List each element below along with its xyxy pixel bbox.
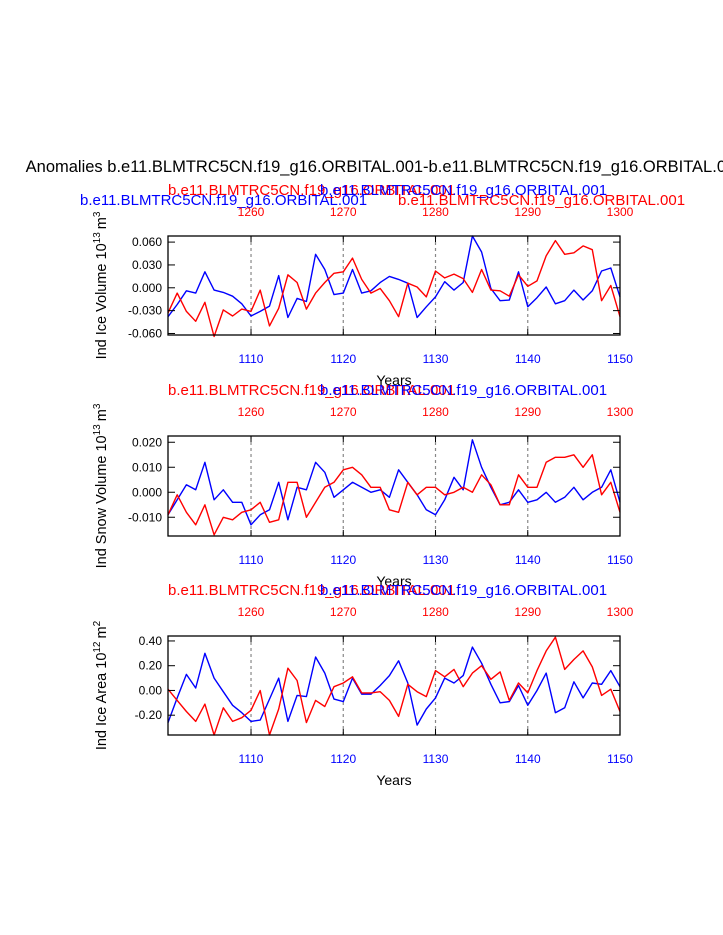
panel-title-blue: b.e11.BLMTRC5CN.f19_g16.ORBITAL.001 [320,382,607,399]
panel-title-blue: b.e11.BLMTRC5CN.f19_g16.ORBITAL.001 [320,182,607,199]
series-line-blue [167,646,621,726]
panel-1: 0.060 0.030 0.000 -0.030 -0.060 1110 1120 1130 1… [92,182,634,388]
series-line-red [167,636,621,736]
y-tick-label: 0.40 [139,634,163,648]
x-tick-label-top: 1260 [238,405,265,419]
x-tick-label-top: 1260 [238,205,265,219]
y-axis-label-main: Ind Ice Volume 10 [94,243,110,359]
y-tick-label: 0.060 [132,235,162,249]
x-tick-label-bottom: 1130 [423,352,449,366]
series-line-blue [167,439,621,526]
y-axis-label: Ind Snow Volume 1013 m3 [92,403,110,568]
plot-frame [167,235,621,336]
x-tick-label-bottom: 1130 [423,752,449,766]
header-label-red: b.e11.BLMTRC5CN.f19_g16.ORBITAL.001 [398,192,685,209]
y-axis-label-main: Ind Snow Volume 10 [94,435,110,568]
x-tick-label-bottom: 1120 [330,553,356,567]
x-tick-label-bottom: 1120 [330,352,356,366]
series-line-red [167,239,621,338]
y-axis-label-exponent: 13 [92,424,103,436]
series-line-blue [167,235,621,319]
y-tick-label: 0.030 [132,258,162,272]
y-tick-label: 0.000 [132,485,162,499]
y-axis-label-exponent: 12 [92,641,103,653]
x-tick-label-bottom: 1130 [423,553,449,567]
y-tick-label: 0.00 [139,683,163,697]
y-axis-label-unit-exponent: 3 [92,211,103,217]
x-tick-label-top: 1290 [514,205,541,219]
y-tick-label: -0.20 [135,708,163,722]
y-axis-label-unit: m [94,217,110,229]
plot-frame [167,635,621,736]
y-tick-label: 0.020 [132,435,162,449]
y-tick-label: 0.010 [132,460,162,474]
x-axis-label: Years [376,573,411,589]
x-tick-label-top: 1280 [422,405,449,419]
series-line-red [167,454,621,536]
y-axis-label-exponent: 13 [92,232,103,244]
y-tick-label: -0.030 [128,304,162,318]
y-axis-label-unit-exponent: 3 [92,403,103,409]
x-tick-label-top: 1280 [422,605,449,619]
y-tick-label: -0.060 [128,326,162,340]
x-tick-label-bottom: 1150 [607,553,633,567]
panel-2: 0.020 0.010 0.000 -0.010 1110 1120 1130 1140 115… [92,382,634,589]
x-tick-label-bottom: 1150 [607,352,633,366]
y-axis-label-main: Ind Ice Area 10 [94,653,110,751]
y-tick-label: -0.010 [128,510,162,524]
panel-title-blue: b.e11.BLMTRC5CN.f19_g16.ORBITAL.001 [320,582,607,599]
x-tick-label-bottom: 1150 [607,752,633,766]
x-tick-label-bottom: 1140 [515,352,541,366]
y-axis-label: Ind Ice Area 1012 m2 [92,620,110,750]
panel-title-red: b.e11.BLMTRC5CN.f19_g16.ORBITAL.001 [168,382,455,399]
x-tick-label-top: 1260 [238,605,265,619]
y-tick-label: 0.20 [139,659,163,673]
x-tick-label-bottom: 1110 [239,553,264,567]
x-tick-label-bottom: 1110 [239,752,264,766]
x-tick-label-top: 1270 [330,405,357,419]
panel-title-red: b.e11.BLMTRC5CN.f19_g16.ORBITAL.001 [168,582,455,599]
x-tick-label-bottom: 1120 [330,752,356,766]
x-axis-label: Years [376,372,411,388]
x-axis-label: Years [376,772,411,788]
y-axis-label: Ind Ice Volume 1013 m3 [92,211,110,359]
panel-title-red: b.e11.BLMTRC5CN.f19_g16.ORBITAL.001 [168,182,455,199]
x-tick-label-bottom: 1140 [515,553,541,567]
x-tick-label-bottom: 1110 [239,352,264,366]
y-axis-label-unit: m [94,626,110,638]
x-tick-label-bottom: 1140 [515,752,541,766]
x-tick-label-top: 1300 [607,605,634,619]
x-tick-label-top: 1300 [607,405,634,419]
y-axis-label-unit: m [94,409,110,421]
y-tick-label: 0.000 [132,281,162,295]
y-axis-label-unit-exponent: 2 [92,620,103,626]
x-tick-label-top: 1270 [330,205,357,219]
x-tick-label-top: 1270 [330,605,357,619]
main-title: Anomalies b.e11.BLMTRC5CN.f19_g16.ORBITA… [26,158,723,176]
x-tick-label-top: 1280 [422,205,449,219]
header-label-blue: b.e11.BLMTRC5CN.f19_g16.ORBITAL.001 [80,192,367,209]
plot-frame [167,435,621,537]
panel-3: 0.40 0.20 0.00 -0.20 1110 1120 1130 1140 1150 126… [92,582,634,788]
x-tick-label-top: 1290 [514,405,541,419]
x-tick-label-top: 1300 [607,205,634,219]
x-tick-label-top: 1290 [514,605,541,619]
